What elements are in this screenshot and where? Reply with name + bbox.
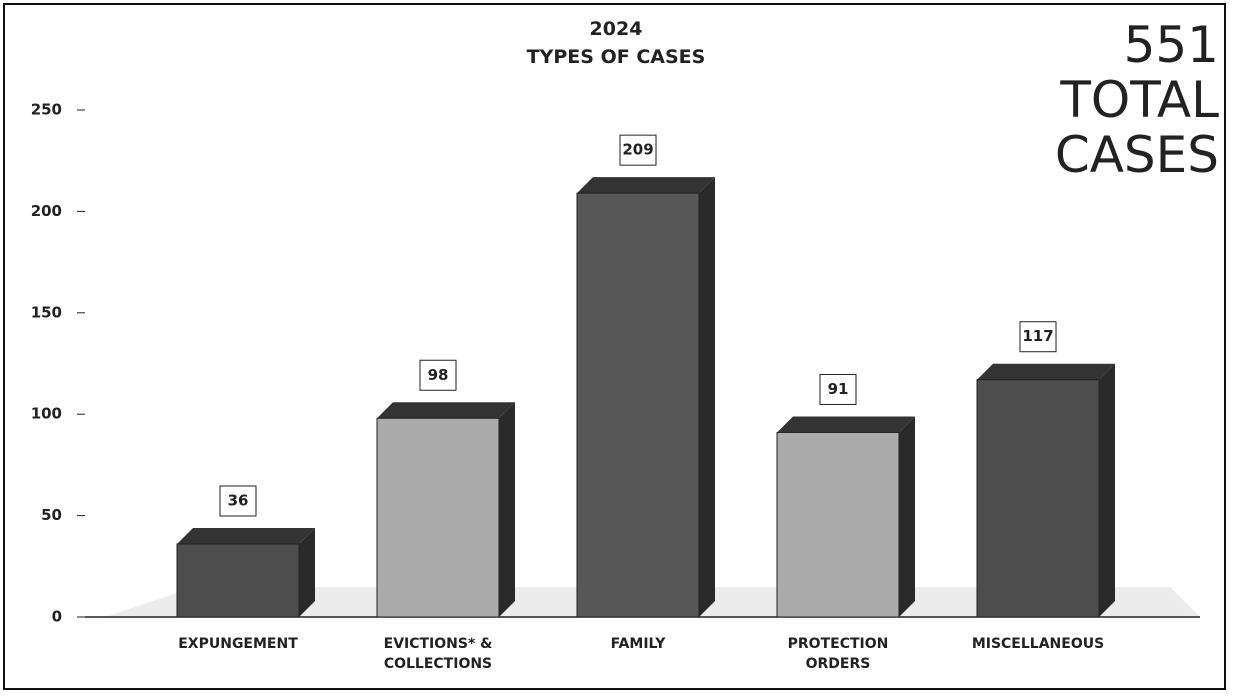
bar-top [377,402,515,419]
bar [776,431,900,618]
annotation: 551 TOTAL CASES [1054,16,1219,184]
bar [176,543,300,618]
bar [576,192,700,618]
y-tick-label: 0 [52,608,62,626]
chart-subtitle: TYPES OF CASES [526,46,706,68]
x-tick-label: FAMILY [610,636,666,652]
y-tick-label: 150 [31,303,62,321]
value-label-box [619,134,657,166]
value-label: 36 [228,491,249,509]
bar-top [177,527,315,544]
bar [976,379,1100,618]
x-tick-label: PROTECTION ORDERS [787,636,889,672]
x-tick-label: EXPUNGEMENT [178,636,298,652]
chart-title: 2024 [589,18,643,40]
value-label: 209 [622,141,653,159]
y-tick-label: 100 [31,405,62,423]
value-label-box [1019,321,1057,353]
chart-frame [3,3,1226,690]
y-tick-label: 50 [41,506,62,524]
value-label-box [819,373,857,405]
bar [376,417,500,618]
x-tick-label: MISCELLANEOUS [971,636,1105,652]
y-tick-label: 200 [31,202,62,220]
value-label: 91 [828,380,849,398]
bar-side [499,402,515,617]
bar-side [1099,363,1115,617]
bar-top [977,363,1115,380]
y-tick-label: 250 [31,101,62,119]
bar-side [699,177,715,617]
bar-top [577,177,715,194]
bar-side [299,527,315,617]
value-label: 117 [1022,327,1053,345]
value-label-box [419,359,457,391]
x-tick-label: EVICTIONS* & COLLECTIONS [383,636,493,672]
bar-top [777,416,915,433]
bar-side [899,416,915,617]
value-label: 98 [428,366,449,384]
value-label-box [219,485,257,517]
